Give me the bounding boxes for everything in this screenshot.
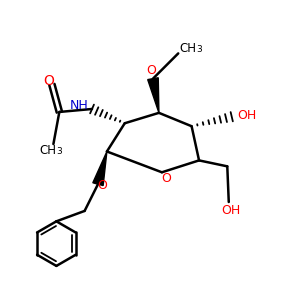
Text: O: O [44,74,54,88]
Text: O: O [146,64,156,77]
Text: OH: OH [221,204,241,218]
Polygon shape [93,152,107,186]
Text: OH: OH [237,109,256,122]
Text: CH: CH [180,42,197,55]
Text: NH: NH [70,99,88,112]
Text: CH: CH [40,143,57,157]
Text: 3: 3 [56,147,62,156]
Text: 3: 3 [197,45,203,54]
Polygon shape [148,78,159,113]
Text: O: O [161,172,171,185]
Text: O: O [98,179,107,192]
